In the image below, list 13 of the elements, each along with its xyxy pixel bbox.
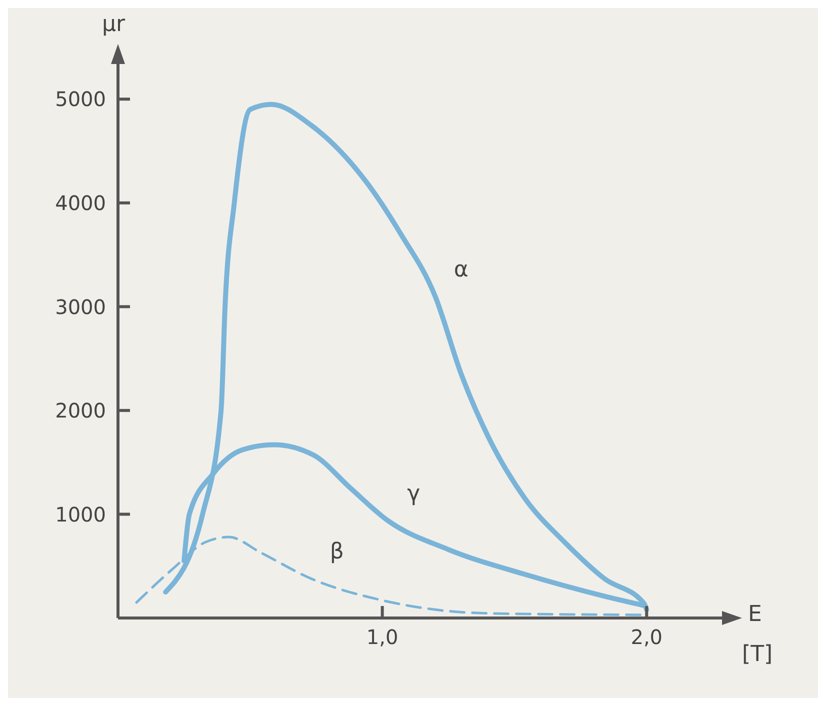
y-tick-label: 1000 bbox=[55, 502, 106, 526]
x-axis-title: E bbox=[748, 602, 762, 627]
y-axis-title: μr bbox=[102, 12, 126, 37]
y-tick-label: 3000 bbox=[55, 294, 106, 319]
series-label: β bbox=[330, 540, 344, 565]
series-label: γ bbox=[407, 481, 420, 506]
y-tick-label: 4000 bbox=[55, 191, 106, 216]
y-tick-label: 5000 bbox=[55, 87, 106, 112]
x-tick-label: 1,0 bbox=[366, 625, 398, 650]
x-tick-label: 2,0 bbox=[630, 625, 663, 650]
text: [T] bbox=[742, 642, 773, 667]
series-label: α bbox=[454, 257, 468, 282]
y-tick-label: 2000 bbox=[55, 398, 106, 423]
